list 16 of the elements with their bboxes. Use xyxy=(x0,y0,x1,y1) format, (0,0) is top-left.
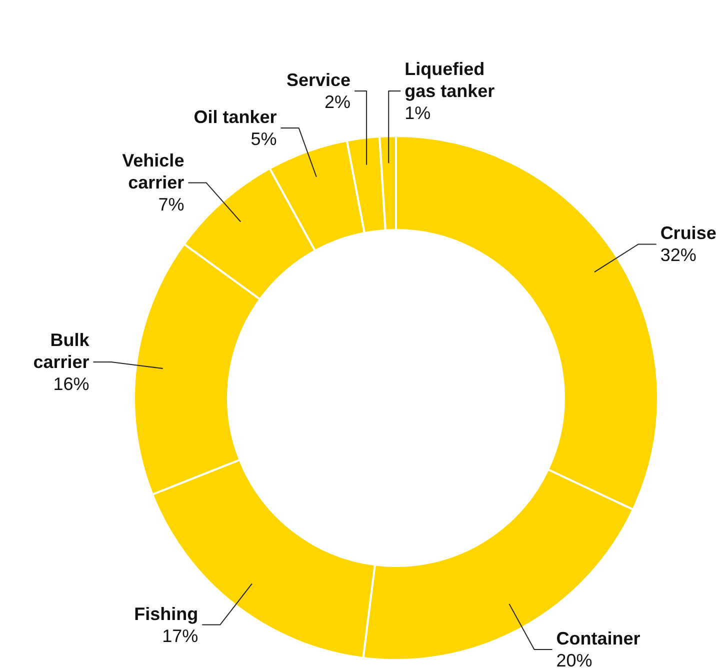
slice-label: Oil tanker xyxy=(194,106,277,127)
data-label: 7% xyxy=(158,194,184,215)
slice-label: Bulk carrier xyxy=(33,330,90,372)
slice-label: Fishing xyxy=(134,604,198,624)
slice-label: Service xyxy=(286,70,351,90)
data-label: 1% xyxy=(404,103,431,123)
data-label: 16% xyxy=(53,374,90,394)
data-label: 17% xyxy=(162,626,198,646)
slice-label: Cruise xyxy=(660,223,716,244)
data-label: 2% xyxy=(324,92,351,112)
slice-label: Container xyxy=(556,628,640,648)
data-label: 32% xyxy=(660,245,696,266)
data-label: 5% xyxy=(250,128,277,149)
slice-label: Liquefied gas tanker xyxy=(404,59,495,101)
data-label: 20% xyxy=(556,650,592,670)
slice-label: Vehicle carrier xyxy=(122,150,184,193)
